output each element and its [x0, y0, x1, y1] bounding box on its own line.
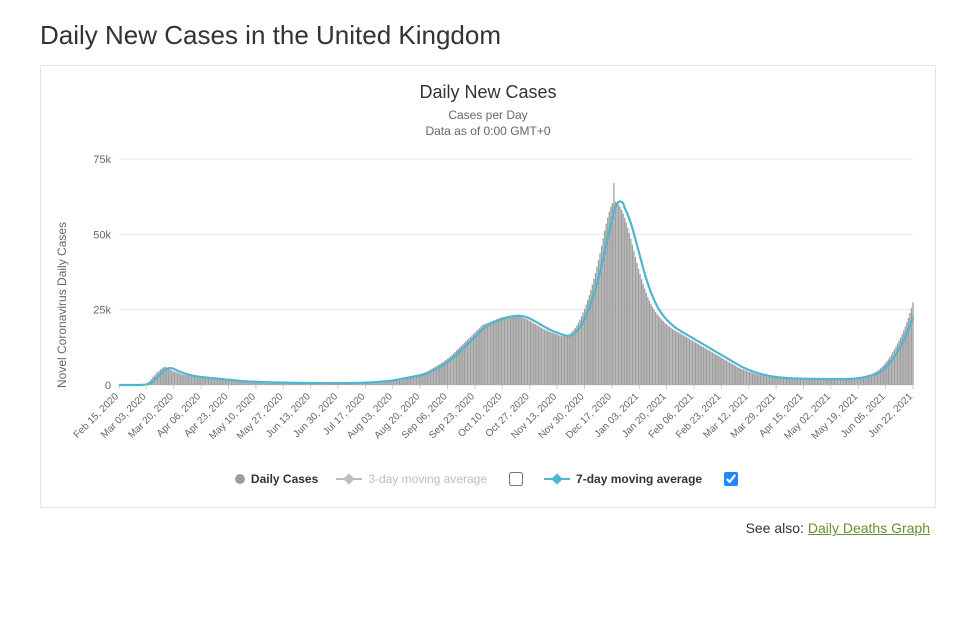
legend-item-daily[interactable]: Daily Cases — [235, 472, 318, 486]
chart-title: Daily New Cases — [51, 82, 925, 103]
see-also-label: See also: — [746, 520, 804, 536]
chart-container: Daily New Cases Cases per Day Data as of… — [40, 65, 936, 508]
legend-ma7-label: 7-day moving average — [576, 472, 702, 486]
legend-daily-label: Daily Cases — [251, 472, 318, 486]
svg-text:75k: 75k — [93, 154, 111, 166]
legend-ma7-checkbox[interactable] — [724, 472, 738, 486]
legend-ma3-checkbox[interactable] — [509, 472, 523, 486]
see-also-link[interactable]: Daily Deaths Graph — [808, 520, 930, 536]
legend-item-ma7[interactable]: 7-day moving average — [544, 472, 702, 486]
chart-legend: Daily Cases 3-day moving average 7-day m… — [51, 469, 925, 489]
chart-plot[interactable]: 025k50k75kFeb 15, 2020Mar 03, 2020Mar 20… — [73, 145, 923, 465]
chart-subtitle-line2: Data as of 0:00 GMT+0 — [425, 124, 550, 138]
page-heading: Daily New Cases in the United Kingdom — [40, 20, 936, 51]
line-marker-icon — [544, 473, 570, 485]
see-also: See also: Daily Deaths Graph — [40, 520, 936, 536]
svg-text:50k: 50k — [93, 230, 111, 242]
line-marker-icon — [336, 473, 362, 485]
circle-icon — [235, 474, 245, 484]
chart-subtitle: Cases per Day Data as of 0:00 GMT+0 — [51, 107, 925, 139]
chart-subtitle-line1: Cases per Day — [448, 108, 527, 122]
legend-ma3-label: 3-day moving average — [368, 472, 487, 486]
svg-text:0: 0 — [105, 380, 111, 392]
y-axis-title: Novel Coronavirus Daily Cases — [51, 145, 73, 465]
svg-text:25k: 25k — [93, 305, 111, 317]
legend-item-ma3[interactable]: 3-day moving average — [336, 472, 487, 486]
